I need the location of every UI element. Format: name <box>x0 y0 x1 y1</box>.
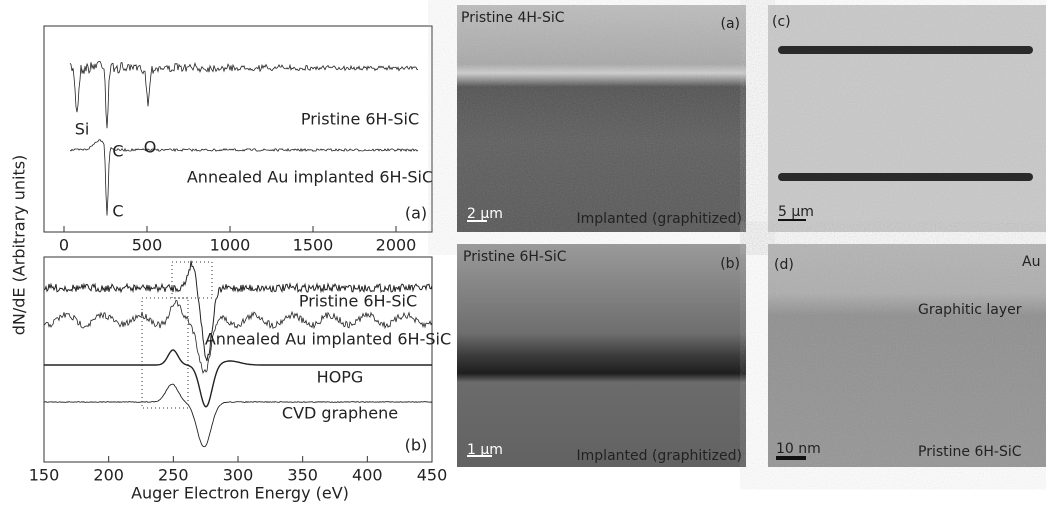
image-label: Implanted (graphitized) <box>577 211 742 227</box>
x-tick-label: 250 <box>158 466 189 485</box>
x-tick-label: 1500 <box>293 236 334 255</box>
curve-label: HOPG <box>317 368 364 387</box>
x-tick-label: 1000 <box>210 236 251 255</box>
peak-label: Si <box>75 120 90 139</box>
x-label: Auger Electron Energy (eV) <box>131 484 349 503</box>
curve-label: Pristine 6H-SiC <box>299 292 417 311</box>
image-tag: (b) <box>720 256 740 272</box>
highlight-box <box>171 261 213 299</box>
scale-label: 1 µm <box>467 442 503 458</box>
spectrum <box>69 139 419 216</box>
x-tick-label: 150 <box>29 466 60 485</box>
spectrum <box>43 260 433 362</box>
x-tick-label: 200 <box>93 466 124 485</box>
image-label: Pristine 6H-SiC <box>463 249 567 265</box>
image-tag: (c) <box>772 14 791 30</box>
scale-label: 2 µm <box>467 206 503 222</box>
highlight-box <box>141 297 189 409</box>
spectrum <box>43 383 433 448</box>
image-tag: (a) <box>720 16 740 32</box>
panel-tag: (b) <box>405 436 428 455</box>
x-tick-label: 500 <box>132 236 163 255</box>
curve-label: Pristine 6H-SiC <box>301 110 419 129</box>
image-texture <box>768 5 1046 232</box>
x-tick-label: 2000 <box>376 236 417 255</box>
image-tag: (d) <box>774 257 794 273</box>
y-label: dN/dE (Arbitrary units) <box>10 155 29 336</box>
peak-label: O <box>144 138 157 157</box>
panel-tag: (a) <box>405 204 427 223</box>
scale-label: 5 µm <box>778 204 814 220</box>
peak-label: C <box>112 202 123 221</box>
spectrum <box>44 349 432 408</box>
image-label: Graphitic layer <box>918 302 1022 318</box>
image-texture <box>768 244 1046 467</box>
top-frame <box>43 25 433 233</box>
image-texture <box>457 5 746 232</box>
spectrum <box>43 299 433 374</box>
image-label: Pristine 4H-SiC <box>461 10 565 26</box>
curve-label: Annealed Au implanted 6H-SiC <box>205 330 451 349</box>
spectra: dN/dE (Arbitrary units) Auger Electron E… <box>10 25 451 503</box>
image-label: Pristine 6H-SiC <box>918 444 1022 460</box>
curve-label: Annealed Au implanted 6H-SiC <box>187 168 433 187</box>
spectrum <box>69 60 419 129</box>
image-label: Implanted (graphitized) <box>577 448 742 464</box>
image-b <box>457 244 746 467</box>
micrographs: Pristine 4H-SiC (a) Implanted (graphitiz… <box>457 5 1046 467</box>
peak-label: C <box>112 142 123 161</box>
x-tick-label: 400 <box>352 466 383 485</box>
x-tick-label: 450 <box>417 466 448 485</box>
x-tick-label: 350 <box>287 466 318 485</box>
trench <box>778 46 1033 54</box>
x-tick-label: 0 <box>59 236 69 255</box>
curve-label: CVD graphene <box>282 404 398 423</box>
image-label: Au <box>1022 254 1040 270</box>
scale-label: 10 nm <box>776 441 821 457</box>
trench <box>778 173 1033 181</box>
x-tick-label: 300 <box>223 466 254 485</box>
